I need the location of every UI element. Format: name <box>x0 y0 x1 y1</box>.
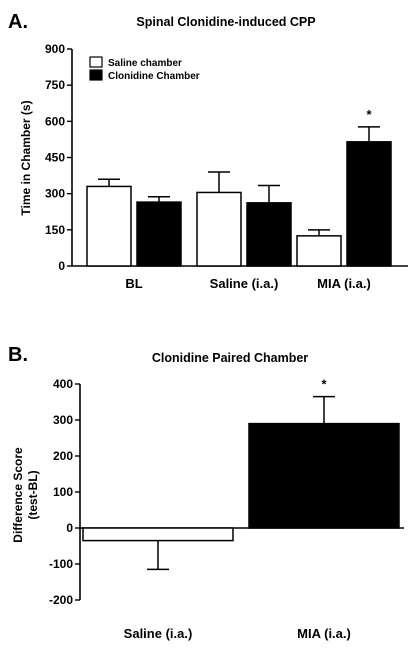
panel-b-bar-saline-i-a <box>82 527 234 542</box>
panel-a-y-tick-label-300: 300 <box>45 187 65 201</box>
panel-b-y-tick-label-300: 300 <box>53 413 73 427</box>
panel-b-y-tick-label--100: -100 <box>49 557 73 571</box>
panel-a-axes: 0 150 300 450 600 750 900 BL Saline (i.a.) MIA (i… <box>45 42 408 291</box>
panel-b-y-tick-label-100: 100 <box>53 485 73 499</box>
panel-a-title: Spinal Clonidine-induced CPP <box>136 15 315 29</box>
panel-b-bars: * <box>82 377 400 571</box>
panel-b-axes: -200 -100 0 100 200 300 400 Saline (i.a.) MIA (i… <box>49 377 404 641</box>
panel-a-bar-saline-chamber-mia-i-a <box>296 235 342 267</box>
legend-label-saline-chamber: Saline chamber <box>108 58 182 69</box>
panel-a-x-tick-label-saline-i-a: Saline (i.a.) <box>210 276 279 291</box>
panel-a-x-tick-label-bl: BL <box>125 276 142 291</box>
panel-b-x-tick-label-mia-i-a: MIA (i.a.) <box>297 626 351 641</box>
chart-panel-b: B. Clonidine Paired Chamber Difference S… <box>8 344 404 641</box>
panel-a-y-tick-label-900: 900 <box>45 42 65 56</box>
panel-a-y-tick-label-150: 150 <box>45 223 65 237</box>
legend-label-clonidine-chamber: Clonidine Chamber <box>108 71 200 82</box>
panel-a-y-tick-label-600: 600 <box>45 114 65 128</box>
panel-a-bars: * <box>86 107 392 267</box>
panel-a-bar-saline-chamber-bl <box>86 185 132 267</box>
panel-a-y-tick-label-750: 750 <box>45 78 65 92</box>
legend-swatch-saline-chamber <box>89 56 103 68</box>
legend-swatch-clonidine-chamber <box>89 69 103 81</box>
panel-a-label: A. <box>8 11 28 33</box>
chart-panel-a: A. Spinal Clonidine-induced CPP Time in … <box>8 11 408 291</box>
panel-a-legend: Saline chamber Clonidine Chamber <box>89 56 200 82</box>
panel-b-significance-marker: * <box>321 377 327 392</box>
panel-b-y-tick-label-0: 0 <box>66 521 73 535</box>
panel-a-y-tick-label-450: 450 <box>45 151 65 165</box>
panel-a-bar-clonidine-chamber-saline-i-a <box>246 202 292 267</box>
panel-b-y-axis-label-line1: Difference Score <box>11 447 25 543</box>
panel-b-title: Clonidine Paired Chamber <box>152 351 308 365</box>
panel-a-bar-saline-chamber-saline-i-a <box>196 191 242 267</box>
panel-b-y-tick-label-400: 400 <box>53 377 73 391</box>
panel-b-x-tick-label-saline-i-a: Saline (i.a.) <box>124 626 193 641</box>
panel-b-y-axis-label-line2: (test-BL) <box>26 470 40 519</box>
panel-a-bar-clonidine-chamber-mia-i-a <box>346 141 392 267</box>
panel-a-significance-marker: * <box>366 107 372 122</box>
panel-a-y-tick-label-0: 0 <box>58 259 65 273</box>
panel-a-bar-clonidine-chamber-bl <box>136 201 182 267</box>
panel-a-x-tick-label-mia-i-a: MIA (i.a.) <box>317 276 371 291</box>
panel-b-label: B. <box>8 344 28 366</box>
panel-a-y-axis-label: Time in Chamber (s) <box>19 100 33 215</box>
panel-b-y-tick-label-200: 200 <box>53 449 73 463</box>
panel-b-y-tick-label--200: -200 <box>49 593 73 607</box>
panel-b-bar-mia-i-a <box>248 422 400 529</box>
